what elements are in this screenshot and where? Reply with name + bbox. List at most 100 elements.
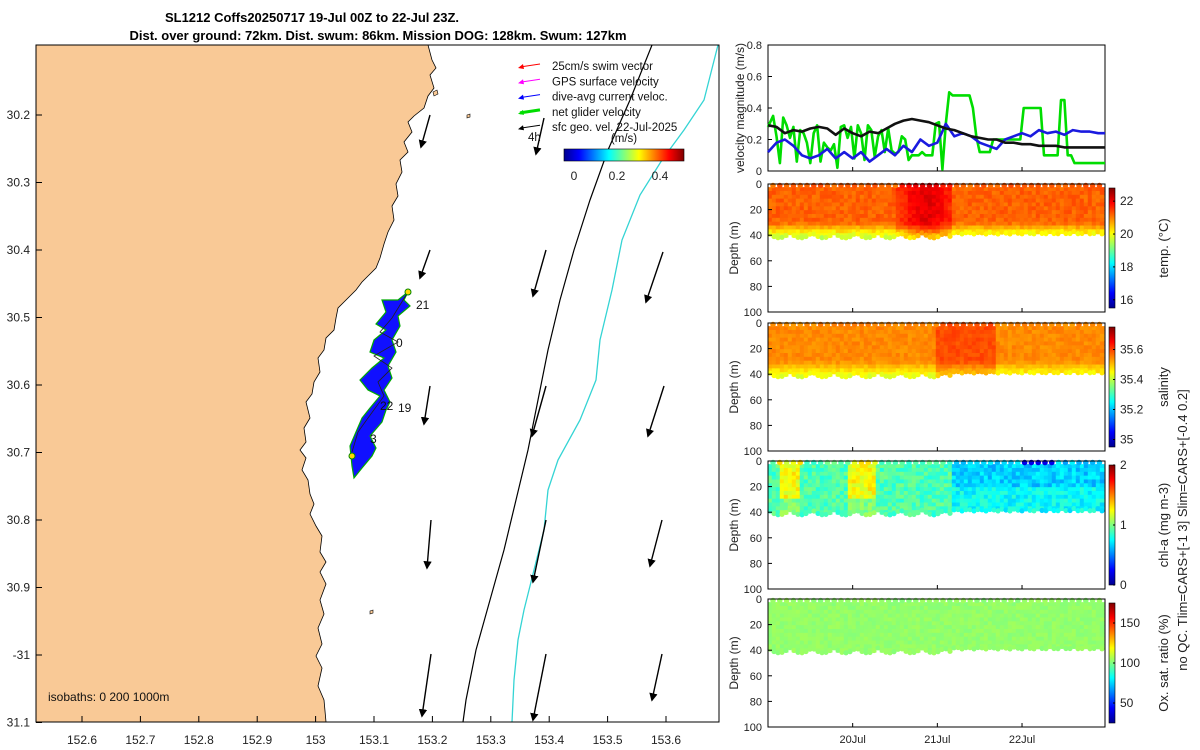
section-cell bbox=[787, 609, 793, 615]
section-cell bbox=[891, 483, 897, 488]
section-cell bbox=[1067, 217, 1073, 223]
section-cell bbox=[855, 613, 861, 619]
section-cell bbox=[1051, 467, 1057, 473]
section-cell bbox=[875, 221, 881, 227]
section-cell bbox=[1083, 464, 1089, 469]
section-bottom-dot bbox=[1043, 646, 1049, 652]
section-bottom-dot bbox=[979, 507, 985, 513]
section-cell bbox=[1019, 617, 1025, 622]
section-cell bbox=[975, 345, 981, 350]
section-cell bbox=[843, 214, 849, 219]
section-cell bbox=[1031, 214, 1037, 219]
section-cell bbox=[875, 194, 881, 200]
section-cell bbox=[915, 644, 921, 649]
section-cell bbox=[847, 337, 853, 343]
section-cell bbox=[883, 502, 889, 507]
section-cell bbox=[1039, 345, 1045, 350]
section-cell bbox=[843, 640, 849, 645]
section-cell bbox=[787, 605, 793, 611]
section-cell bbox=[943, 198, 949, 204]
section-cell bbox=[1063, 214, 1069, 219]
section-cell bbox=[1047, 491, 1053, 496]
section-cell bbox=[939, 487, 945, 492]
section-cell bbox=[883, 326, 889, 331]
section-cell bbox=[967, 349, 973, 354]
section-cell bbox=[1027, 494, 1033, 500]
section-cell bbox=[1099, 225, 1105, 230]
section-cell bbox=[1023, 602, 1029, 607]
section-cell bbox=[863, 202, 869, 207]
section-cell bbox=[815, 625, 821, 630]
section-cell bbox=[859, 345, 865, 350]
section-cell bbox=[847, 640, 853, 645]
section-cell bbox=[975, 629, 981, 634]
section-cell bbox=[991, 602, 997, 607]
section-cell bbox=[1047, 360, 1053, 366]
section-bottom-dot bbox=[931, 512, 937, 518]
section-cell bbox=[1011, 464, 1017, 469]
section-bottom-dot bbox=[1003, 369, 1009, 375]
section-cell bbox=[947, 349, 953, 354]
section-cell bbox=[863, 605, 869, 611]
section-cell bbox=[1079, 609, 1085, 615]
section-cell bbox=[1095, 202, 1101, 207]
section-cell bbox=[1087, 198, 1093, 204]
section-cell bbox=[791, 368, 797, 373]
section-cell bbox=[839, 605, 845, 611]
section-cell bbox=[967, 613, 973, 619]
section-cell bbox=[839, 640, 845, 645]
section-cell bbox=[795, 337, 801, 343]
section-cell bbox=[867, 221, 873, 227]
section-cell bbox=[807, 479, 813, 484]
section-cell bbox=[963, 187, 969, 192]
section-cell bbox=[979, 337, 985, 343]
section-cell bbox=[1083, 187, 1089, 192]
section-cell bbox=[907, 364, 913, 369]
section-cell bbox=[911, 629, 917, 634]
section-cell bbox=[1059, 613, 1065, 619]
section-cell bbox=[975, 621, 981, 626]
section-cell bbox=[859, 471, 865, 477]
section-cell bbox=[967, 602, 973, 607]
section-cell bbox=[1015, 502, 1021, 507]
section-cell bbox=[811, 329, 817, 335]
section-cell bbox=[887, 602, 893, 607]
section-cell bbox=[787, 326, 793, 331]
section-cell bbox=[815, 221, 821, 227]
section-cell bbox=[935, 605, 941, 611]
section-cell bbox=[927, 491, 933, 496]
section-cell bbox=[947, 640, 953, 645]
section-cell bbox=[859, 467, 865, 473]
section-cell bbox=[791, 187, 797, 192]
section-cell bbox=[1079, 345, 1085, 350]
section-cell bbox=[855, 632, 861, 638]
section-cell bbox=[1095, 206, 1101, 211]
section-cell bbox=[1063, 349, 1069, 354]
section-cell bbox=[819, 214, 825, 219]
section-cell bbox=[955, 225, 961, 230]
section-cell bbox=[1083, 502, 1089, 507]
section-cell bbox=[807, 341, 813, 346]
section-cell bbox=[879, 210, 885, 215]
section-cell bbox=[835, 498, 841, 504]
section-bottom-dot bbox=[995, 231, 1001, 237]
section-cell bbox=[991, 194, 997, 200]
section-cell bbox=[923, 479, 929, 484]
section-cell bbox=[847, 613, 853, 619]
section-cell bbox=[1035, 198, 1041, 204]
section-cell bbox=[779, 640, 785, 645]
section-cell bbox=[1019, 613, 1025, 619]
section-cell bbox=[1003, 206, 1009, 211]
section-cell bbox=[927, 498, 933, 504]
section-cell bbox=[1067, 487, 1073, 492]
section-cell bbox=[867, 206, 873, 211]
section-cell bbox=[799, 337, 805, 343]
section-cell bbox=[799, 329, 805, 335]
section-cell bbox=[811, 326, 817, 331]
section-cell bbox=[1007, 640, 1013, 645]
section-cell bbox=[983, 341, 989, 346]
section-cell bbox=[883, 333, 889, 339]
section-cell bbox=[1055, 617, 1061, 622]
section-cell bbox=[771, 640, 777, 645]
map-colorbar-tick-2: 0.4 bbox=[652, 169, 669, 183]
